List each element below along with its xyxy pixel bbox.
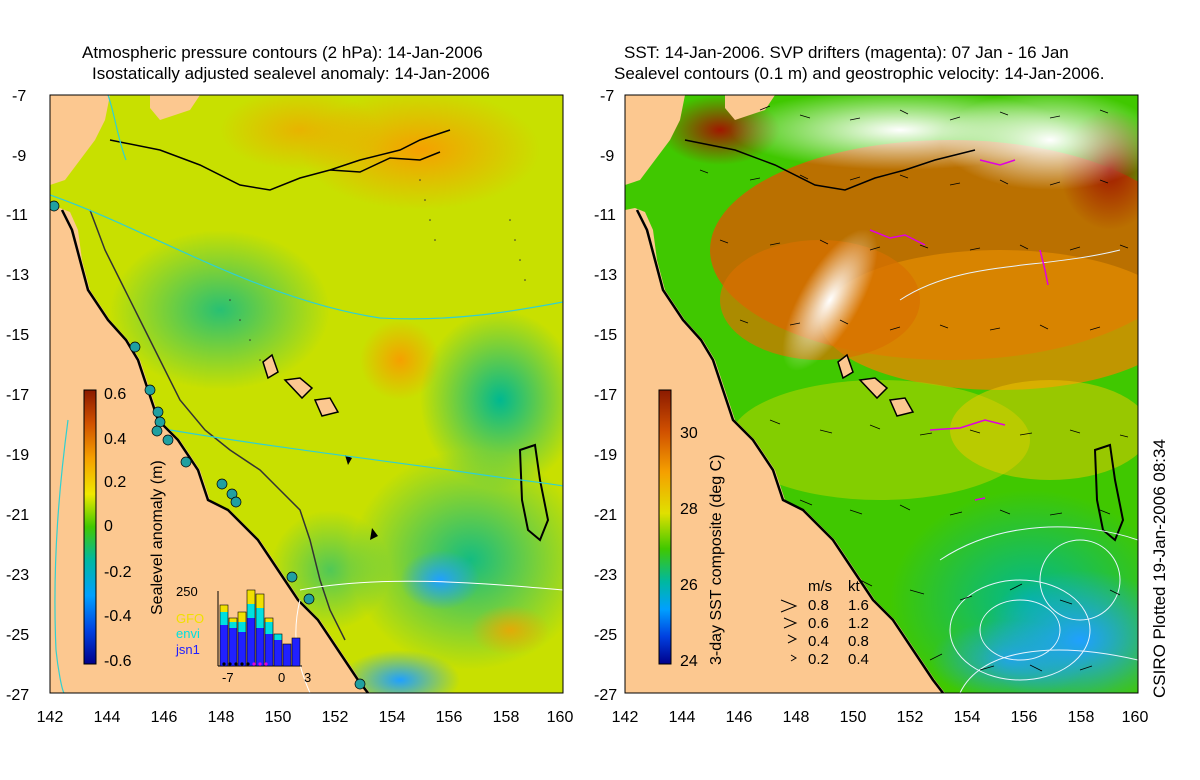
left-ytick: -23 — [6, 567, 29, 584]
right-ytick: -11 — [594, 207, 616, 224]
left-ytick: -7 — [12, 88, 26, 105]
velocity-key-kt: 1.6 — [848, 597, 869, 614]
right-y-axis: -7 -9 -11 -13 -15 -17 -19 -21 -23 -25 -2… — [594, 88, 617, 704]
left-xtick: 160 — [547, 709, 574, 726]
right-xtick: 152 — [897, 709, 924, 726]
right-colorbar — [658, 389, 672, 665]
right-map-field — [625, 95, 1138, 693]
right-title-line1: SST: 14-Jan-2006. SVP drifters (magenta)… — [624, 43, 1069, 62]
left-ytick: -11 — [6, 207, 28, 224]
left-ytick: -19 — [6, 447, 29, 464]
right-cb-tick: 24 — [680, 653, 698, 670]
left-ytick: -13 — [6, 267, 29, 284]
right-ytick: -15 — [594, 327, 617, 344]
histogram-inset: 250 GFO envi jsn1 -7 0 3 — [175, 584, 311, 685]
histogram-legend-envi: envi — [176, 626, 200, 641]
left-xtick: 156 — [436, 709, 463, 726]
right-ytick: -7 — [600, 88, 614, 105]
left-cb-tick: -0.2 — [104, 564, 132, 581]
left-xtick: 150 — [265, 709, 292, 726]
left-ytick: -25 — [6, 627, 29, 644]
right-ytick: -17 — [594, 387, 617, 404]
left-xtick: 142 — [37, 709, 64, 726]
left-ytick: -9 — [12, 148, 26, 165]
right-cb-tick: 26 — [680, 577, 698, 594]
left-ytick: -17 — [6, 387, 29, 404]
right-ytick: -21 — [594, 507, 617, 524]
histogram-xtick: 0 — [278, 670, 285, 685]
left-xtick: 146 — [151, 709, 178, 726]
left-ytick: -27 — [6, 687, 29, 704]
left-map-field — [50, 95, 563, 693]
velocity-key: m/s kt 0.8 1.6 0.6 1.2 0.4 0.8 0.2 0.4 — [780, 578, 869, 668]
histogram-xtick: 3 — [304, 670, 311, 685]
arrow-icon — [780, 599, 798, 613]
right-title-line2: Sealevel contours (0.1 m) and geostrophi… — [614, 64, 1105, 83]
velocity-key-kt: 0.4 — [848, 651, 869, 668]
right-colorbar-label: 3-day SST composite (deg C) — [708, 455, 725, 665]
velocity-key-ms: 0.2 — [808, 651, 829, 668]
velocity-key-ms: 0.4 — [808, 633, 829, 650]
right-cb-tick: 28 — [680, 501, 698, 518]
right-xtick: 158 — [1068, 709, 1095, 726]
left-colorbar — [83, 389, 97, 665]
left-cb-tick: 0.6 — [104, 386, 126, 403]
plot-timestamp: CSIRO Plotted 19-Jan-2006 08:34 — [1150, 439, 1169, 698]
histogram-xtick: -7 — [222, 670, 234, 685]
right-ytick: -19 — [594, 447, 617, 464]
velocity-key-header-kt: kt — [848, 578, 861, 595]
histogram-count-label: 250 — [176, 584, 198, 599]
right-xtick: 160 — [1122, 709, 1149, 726]
velocity-key-ms: 0.6 — [808, 615, 829, 632]
left-xtick: 152 — [322, 709, 349, 726]
left-title-line1: Atmospheric pressure contours (2 hPa): 1… — [82, 43, 483, 62]
left-xtick: 144 — [94, 709, 121, 726]
left-cb-tick: -0.6 — [104, 653, 132, 670]
left-x-axis: 142 144 146 148 150 152 154 156 158 160 — [37, 709, 574, 726]
left-xtick: 158 — [493, 709, 520, 726]
right-ytick: -27 — [594, 687, 617, 704]
right-colorbar-ticks: 30 28 26 24 — [680, 425, 698, 670]
left-cb-tick: 0.2 — [104, 474, 126, 491]
left-cb-tick: 0 — [104, 518, 113, 535]
arrow-icon — [790, 654, 797, 662]
right-cb-tick: 30 — [680, 425, 698, 442]
velocity-key-kt: 0.8 — [848, 633, 869, 650]
left-colorbar-label: Sealevel anomaly (m) — [149, 460, 166, 615]
left-cb-tick: 0.4 — [104, 431, 126, 448]
left-y-axis: -7 -9 -11 -13 -15 -17 -19 -21 -23 -25 -2… — [6, 88, 29, 704]
histogram-legend-jsn1: jsn1 — [175, 642, 200, 657]
right-x-axis: 142 144 146 148 150 152 154 156 158 160 — [612, 709, 1149, 726]
left-title-line2: Isostatically adjusted sealevel anomaly:… — [92, 64, 490, 83]
right-xtick: 142 — [612, 709, 639, 726]
left-ytick: -21 — [6, 507, 29, 524]
left-xtick: 148 — [208, 709, 235, 726]
velocity-key-ms: 0.8 — [808, 597, 829, 614]
right-xtick: 154 — [954, 709, 981, 726]
right-xtick: 148 — [783, 709, 810, 726]
right-ytick: -23 — [594, 567, 617, 584]
right-ytick: -25 — [594, 627, 617, 644]
right-ytick: -13 — [594, 267, 617, 284]
left-cb-tick: -0.4 — [104, 608, 132, 625]
left-ytick: -15 — [6, 327, 29, 344]
left-colorbar-ticks: 0.6 0.4 0.2 0 -0.2 -0.4 -0.6 — [104, 386, 132, 670]
left-xtick: 154 — [379, 709, 406, 726]
arrow-icon — [783, 617, 798, 629]
left-map-frame — [49, 94, 564, 694]
right-map-frame — [624, 94, 1139, 694]
right-xtick: 156 — [1011, 709, 1038, 726]
histogram-legend-gfo: GFO — [176, 611, 204, 626]
velocity-key-kt: 1.2 — [848, 615, 869, 632]
right-xtick: 150 — [840, 709, 867, 726]
right-ytick: -9 — [600, 148, 614, 165]
velocity-key-header-ms: m/s — [808, 578, 832, 595]
arrow-icon — [787, 634, 798, 644]
right-xtick: 146 — [726, 709, 753, 726]
right-xtick: 144 — [669, 709, 696, 726]
